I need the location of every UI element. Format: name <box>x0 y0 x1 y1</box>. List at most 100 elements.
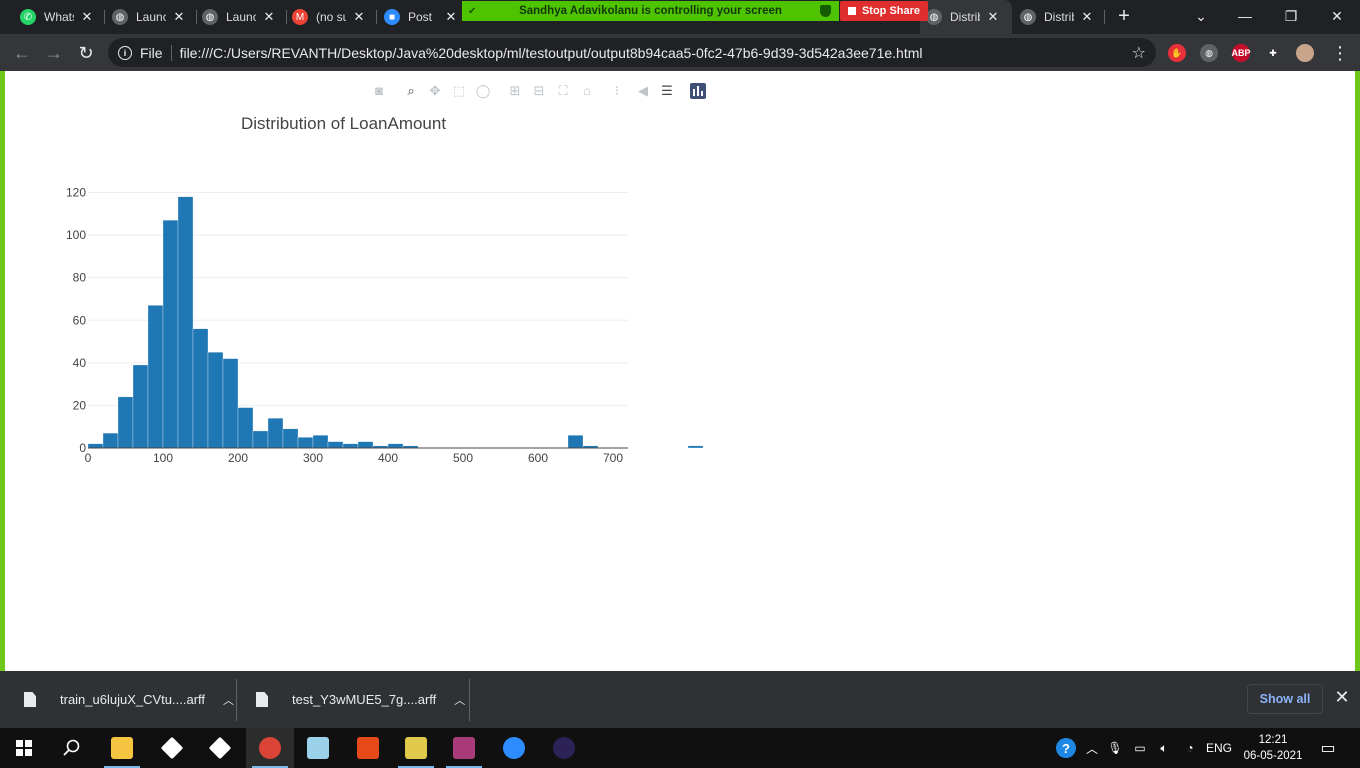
histogram-bar[interactable] <box>222 358 239 449</box>
volume-icon[interactable]: 🔈︎ <box>1160 740 1168 755</box>
histogram-bar[interactable] <box>147 305 164 449</box>
browser-tab[interactable]: ✆ WhatsApp ✕ <box>14 0 100 34</box>
gmail-icon: M <box>292 9 308 25</box>
window-close-icon[interactable]: ✕ <box>1331 7 1343 24</box>
histogram-bar[interactable] <box>237 407 254 449</box>
minimize-icon[interactable]: — <box>1238 8 1252 24</box>
microphone-icon[interactable]: 🎙︎ <box>1107 741 1123 755</box>
hand-extension-icon[interactable]: ✋ <box>1168 44 1186 62</box>
address-bar[interactable]: i File file:///C:/Users/REVANTH/Desktop/… <box>108 38 1156 67</box>
browser-tab[interactable]: ◍ Launch ✕ <box>106 0 192 34</box>
histogram-bar[interactable] <box>132 364 149 449</box>
histogram-bar[interactable] <box>267 418 284 449</box>
histogram-bar[interactable] <box>177 196 194 449</box>
tab-close-icon[interactable]: ✕ <box>173 9 185 24</box>
pan-icon[interactable]: ✥ <box>429 83 441 98</box>
office-icon[interactable] <box>344 728 392 768</box>
help-icon[interactable]: ? <box>1054 728 1078 768</box>
close-shelf-icon[interactable]: ✕ <box>1334 687 1350 707</box>
puzzle-extensions-icon[interactable]: ✚ <box>1264 44 1282 62</box>
tab-close-icon[interactable]: ✕ <box>987 9 999 24</box>
search-icon[interactable] <box>48 728 96 768</box>
download-divider <box>236 679 237 721</box>
histogram-bar[interactable] <box>252 430 269 449</box>
histogram-bar[interactable] <box>207 352 224 449</box>
info-icon[interactable]: i <box>118 45 132 60</box>
browser-tab[interactable]: ◍ Launch ✕ <box>196 0 282 34</box>
browser-tab[interactable]: ■ Post ✕ <box>378 0 464 34</box>
address-url[interactable]: file:///C:/Users/REVANTH/Desktop/Java%20… <box>179 44 923 61</box>
zoom-out-icon[interactable]: ⊟ <box>533 83 545 98</box>
new-tab-plus-icon[interactable]: + <box>1118 5 1130 27</box>
zoom-magnifier-icon[interactable]: ⌕ <box>407 83 415 98</box>
histogram-bar[interactable] <box>192 328 209 449</box>
histogram-bar[interactable] <box>342 443 359 449</box>
notifications-icon[interactable]: ▭ <box>1320 740 1336 757</box>
histogram-bar[interactable] <box>687 445 704 449</box>
histogram-bar[interactable] <box>297 437 314 449</box>
restore-icon[interactable]: ❐ <box>1284 7 1298 24</box>
forward-arrow-icon[interactable]: → <box>45 42 63 63</box>
histogram-bar[interactable] <box>312 435 329 449</box>
adblock-plus-icon[interactable]: ABP <box>1232 44 1251 62</box>
chevron-up-icon[interactable]: ︿ <box>454 694 466 707</box>
windows-start-icon[interactable] <box>0 728 48 768</box>
download-filename: train_u6lujuX_CVtu....arff <box>60 692 206 707</box>
plotly-logo-icon[interactable] <box>690 83 706 99</box>
tab-search-chevron-icon[interactable]: ⌄ <box>1195 7 1207 24</box>
browser-tab[interactable]: ◍ Distribution ✕ <box>1014 0 1106 34</box>
dropbox-icon[interactable] <box>148 728 196 768</box>
show-all-button[interactable]: Show all <box>1247 684 1323 714</box>
tab-close-icon[interactable]: ✕ <box>445 9 457 24</box>
chrome-menu-icon[interactable]: ⋮ <box>1331 42 1349 63</box>
histogram-bar[interactable] <box>567 435 584 449</box>
system-clock[interactable]: 12:21 06-05-2021 <box>1238 728 1308 768</box>
file-explorer-icon[interactable] <box>98 728 146 768</box>
histogram-bar[interactable] <box>282 428 299 449</box>
autoscale-icon[interactable]: ⛶ <box>558 83 568 98</box>
lasso-select-icon[interactable]: ◯ <box>475 83 491 98</box>
histogram-bar[interactable] <box>327 441 344 449</box>
hover-compare-icon[interactable]: ☰ <box>661 83 673 98</box>
tab-close-icon[interactable]: ✕ <box>81 9 93 24</box>
box-select-icon[interactable]: ⬚ <box>452 83 466 98</box>
zoom-in-icon[interactable]: ⊞ <box>509 83 521 98</box>
histogram-bar[interactable] <box>387 443 404 449</box>
python-idle-icon[interactable] <box>392 728 440 768</box>
tab-close-icon[interactable]: ✕ <box>1081 9 1093 24</box>
tab-close-icon[interactable]: ✕ <box>353 9 365 24</box>
battery-icon[interactable]: ▭ <box>1134 741 1146 755</box>
spike-lines-icon[interactable]: ⁝ <box>614 83 620 98</box>
download-item[interactable]: train_u6lujuX_CVtu....arff ︿ <box>24 671 234 728</box>
stop-share-button[interactable]: Stop Share <box>840 1 928 21</box>
browser-tab[interactable]: ◍ Distribution ✕ <box>920 0 1012 34</box>
bookmark-star-icon[interactable]: ☆ <box>1131 44 1146 62</box>
reload-icon[interactable]: ↻ <box>78 42 94 63</box>
chrome-glyph <box>259 737 281 759</box>
eclipse-icon[interactable] <box>540 728 588 768</box>
zoom-app-icon[interactable] <box>490 728 538 768</box>
wifi-icon[interactable]: ◔ <box>1186 741 1194 755</box>
profile-avatar-icon[interactable] <box>1296 44 1314 62</box>
show-hidden-icons-chevron-icon[interactable]: ︿ <box>1085 741 1098 756</box>
camera-icon[interactable]: ◙ <box>375 83 383 98</box>
globe-extension-icon[interactable]: ◍ <box>1200 44 1218 62</box>
histogram-bar[interactable] <box>87 443 104 449</box>
hover-closest-icon[interactable]: ◀ <box>638 83 648 98</box>
histogram-chart[interactable]: 0 20 40 60 80 100 120 0 100 200 300 400 500 600 700 <box>5 71 705 491</box>
bolt-app-icon[interactable] <box>196 728 244 768</box>
histogram-bar[interactable] <box>102 432 119 449</box>
histogram-bar[interactable] <box>357 441 374 449</box>
chrome-icon[interactable] <box>246 728 294 768</box>
winrar-icon[interactable] <box>440 728 488 768</box>
browser-tab[interactable]: M (no subject) ✕ <box>286 0 372 34</box>
reset-axes-home-icon[interactable]: ⌂ <box>583 83 591 98</box>
download-item[interactable]: test_Y3wMUE5_7g....arff ︿ <box>256 671 465 728</box>
language-indicator[interactable]: ENG <box>1205 741 1232 755</box>
tab-close-icon[interactable]: ✕ <box>263 9 275 24</box>
back-arrow-icon[interactable]: ← <box>13 42 31 63</box>
notes-app-icon[interactable] <box>294 728 342 768</box>
histogram-bar[interactable] <box>117 396 134 449</box>
chevron-up-icon[interactable]: ︿ <box>223 694 235 707</box>
histogram-bar[interactable] <box>162 220 179 449</box>
